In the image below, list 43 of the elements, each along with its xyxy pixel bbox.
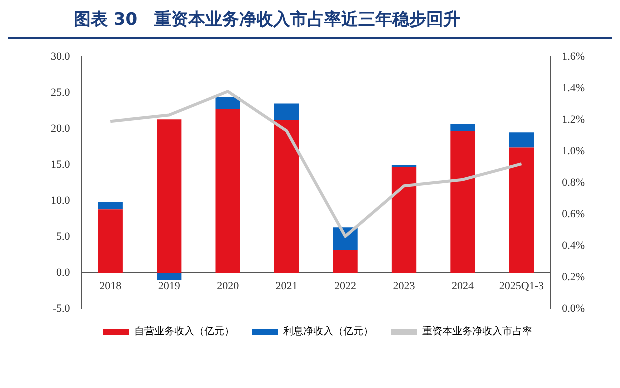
bar	[157, 273, 182, 280]
y2-tick-label: 1.0%	[562, 145, 586, 158]
y2-tick-label: 0.8%	[562, 176, 586, 189]
legend-label: 利息净收入（亿元）	[284, 326, 374, 338]
x-tick-label: 2025Q1-3	[499, 280, 545, 292]
x-tick-label: 2022	[334, 280, 357, 292]
y-tick-label: 25.0	[51, 86, 71, 99]
y-tick-label: 5.0	[56, 230, 71, 243]
bar	[450, 124, 476, 132]
x-tick-label: 2018	[100, 280, 122, 292]
y-tick-label: 10.0	[51, 194, 71, 207]
bar	[274, 104, 300, 120]
bar	[509, 148, 534, 273]
x-tick-label: 2023	[393, 280, 416, 292]
y2-tick-label: 1.2%	[562, 114, 586, 126]
y2-tick-label: 1.4%	[562, 82, 586, 94]
y-tick-label: 30.0	[51, 50, 71, 63]
bar	[509, 132, 534, 148]
y-tick-label: 20.0	[51, 122, 71, 135]
bar	[157, 120, 182, 273]
bar	[392, 167, 417, 273]
x-tick-label: 2020	[217, 280, 240, 292]
chart-title: 图表 30 重资本业务净收入市占率近三年稳步回升	[8, 8, 612, 39]
y2-tick-label: 0.0%	[562, 302, 586, 315]
y2-tick-label: 0.4%	[562, 240, 586, 252]
bar	[274, 120, 300, 273]
bar	[216, 97, 240, 110]
x-tick-label: 2019	[158, 280, 181, 292]
legend-label: 自营业务收入（亿元）	[134, 326, 234, 338]
x-tick-label: 2021	[276, 280, 298, 292]
legend-label: 重资本业务净收入市占率	[422, 326, 532, 338]
y-tick-label: 15.0	[51, 158, 71, 171]
bar	[450, 131, 476, 273]
x-tick-label: 2024	[452, 280, 474, 292]
bar	[98, 210, 123, 273]
y2-tick-label: 0.6%	[562, 208, 586, 220]
y2-tick-label: 0.2%	[562, 271, 586, 284]
y-tick-label: -5.0	[52, 302, 71, 315]
y2-tick-label: 1.6%	[562, 50, 586, 63]
bar	[333, 250, 358, 273]
bar	[98, 202, 123, 210]
y-tick-label: 0.0	[56, 266, 71, 279]
bar	[216, 110, 240, 273]
